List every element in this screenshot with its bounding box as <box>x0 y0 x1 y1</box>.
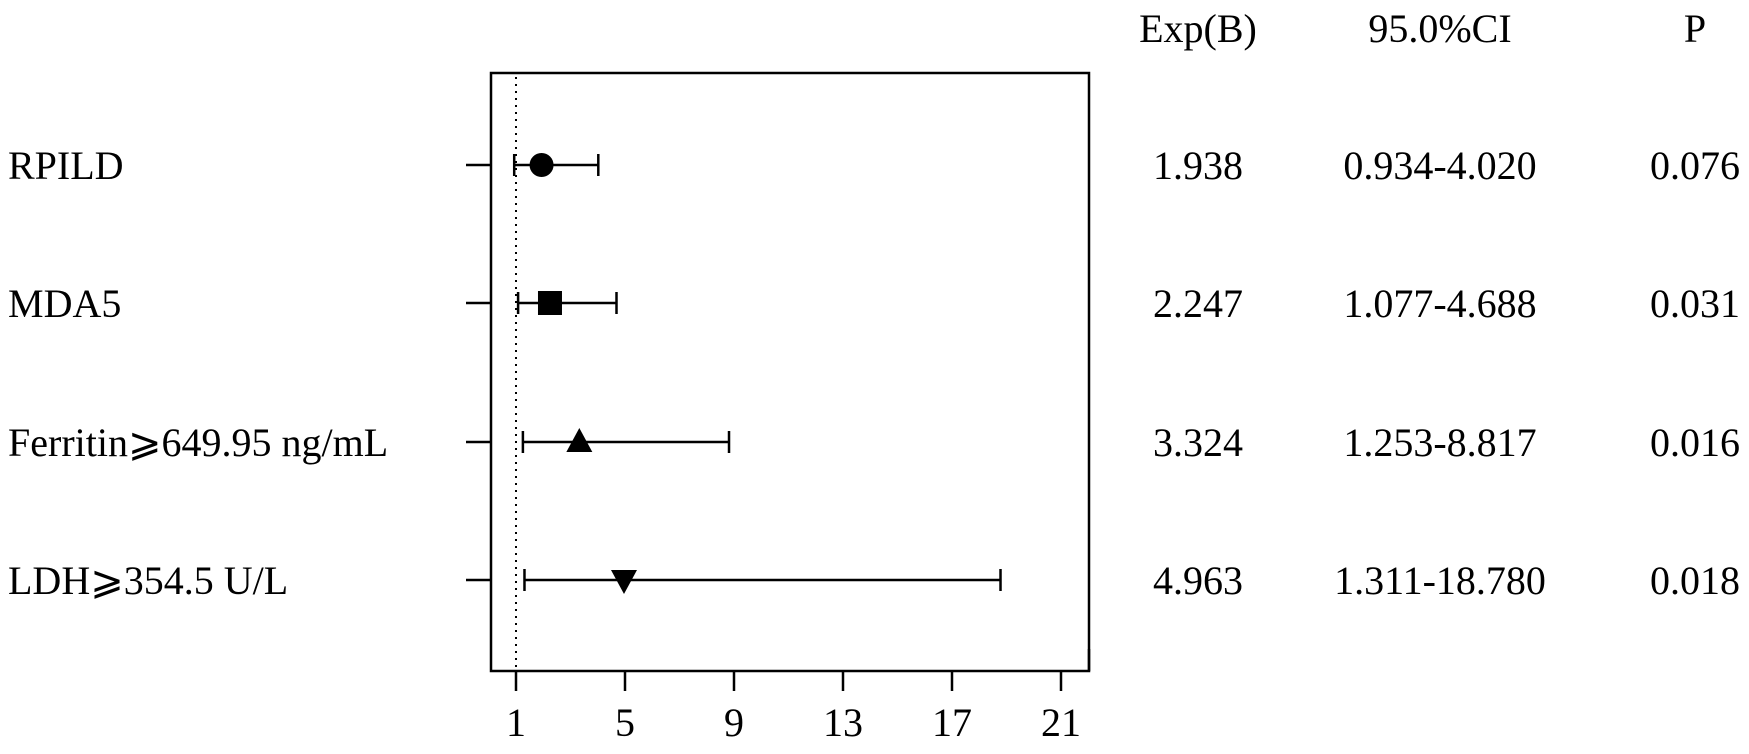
header-exp-b: Exp(B) <box>1139 6 1257 51</box>
forest-row: LDH⩾354.5 U/L 4.963 1.311-18.780 0.018 <box>8 558 1740 603</box>
forest-row: MDA5 2.247 1.077-4.688 0.031 <box>8 281 1740 326</box>
exp-b-value: 3.324 <box>1153 420 1243 465</box>
ci-value: 0.934-4.020 <box>1343 143 1536 188</box>
p-value: 0.018 <box>1650 558 1740 603</box>
plot-frame <box>489 71 1091 673</box>
x-tick-label: 17 <box>932 700 972 745</box>
row-label: MDA5 <box>8 281 121 326</box>
x-tick-label: 1 <box>506 700 526 745</box>
estimate-marker-triangle-up <box>566 428 593 452</box>
estimate-marker-square <box>537 291 562 315</box>
p-value: 0.076 <box>1650 143 1740 188</box>
forest-row: RPILD 1.938 0.934-4.020 0.076 <box>8 143 1740 188</box>
estimate-marker-triangle-down <box>610 570 637 594</box>
x-tick-label: 21 <box>1041 700 1081 745</box>
x-tick-label: 13 <box>823 700 863 745</box>
x-tick-label: 9 <box>724 700 744 745</box>
exp-b-value: 2.247 <box>1153 281 1243 326</box>
forest-row: Ferritin⩾649.95 ng/mL 3.324 1.253-8.817 0.0… <box>8 420 1740 465</box>
x-tick-label: 5 <box>615 700 635 745</box>
estimate-marker-circle <box>529 153 554 177</box>
row-label: RPILD <box>8 143 124 188</box>
row-label: Ferritin⩾649.95 ng/mL <box>8 420 388 465</box>
header-p: P <box>1684 6 1706 51</box>
ci-value: 1.253-8.817 <box>1343 420 1536 465</box>
p-value: 0.031 <box>1650 281 1740 326</box>
forest-rows: RPILD 1.938 0.934-4.020 0.076 MDA5 2.247 1.077… <box>8 143 1740 603</box>
x-axis-ticks: 1 5 9 13 17 21 <box>506 671 1081 745</box>
ci-value: 1.311-18.780 <box>1334 558 1546 603</box>
ci-value: 1.077-4.688 <box>1343 281 1536 326</box>
exp-b-value: 1.938 <box>1153 143 1243 188</box>
p-value: 0.016 <box>1650 420 1740 465</box>
header-ci: 95.0%CI <box>1368 6 1511 51</box>
exp-b-value: 4.963 <box>1153 558 1243 603</box>
row-label: LDH⩾354.5 U/L <box>8 558 288 603</box>
